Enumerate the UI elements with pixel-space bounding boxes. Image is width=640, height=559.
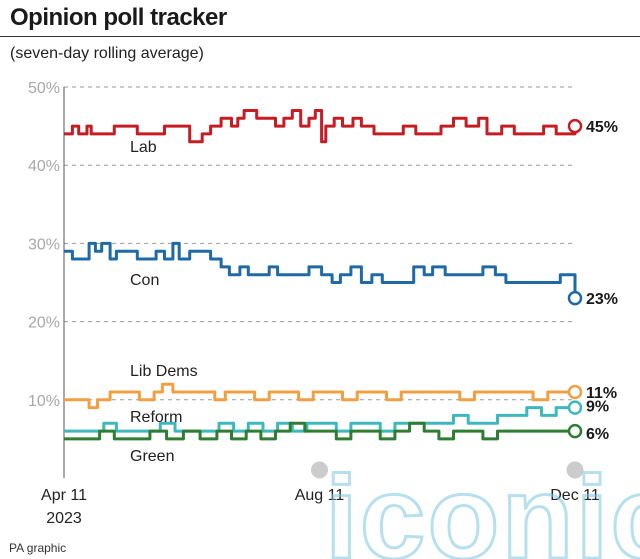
series-name-label: Reform bbox=[130, 409, 182, 426]
iconic-watermark: iconic bbox=[325, 466, 640, 559]
x-tick-marker bbox=[311, 461, 328, 479]
x-tick-marker bbox=[566, 461, 584, 479]
series-end-marker bbox=[567, 290, 583, 306]
series-line-green bbox=[64, 421, 575, 441]
chart-title: Opinion poll tracker bbox=[10, 4, 227, 31]
series-end-value: 9% bbox=[586, 399, 609, 416]
series-end-value: 23% bbox=[586, 291, 618, 308]
series-end-marker bbox=[567, 423, 583, 439]
series-name-label: Con bbox=[130, 272, 159, 289]
series-end-value: 45% bbox=[586, 119, 618, 136]
series-labels: 45% Lab 23% Con 11% Lib Dems 9% Reform 6% Green bbox=[130, 119, 618, 465]
series-line-lib-dems bbox=[64, 382, 575, 410]
series-line-con bbox=[64, 241, 577, 299]
y-tick-label: 40% bbox=[28, 158, 60, 175]
title-divider bbox=[0, 36, 640, 37]
series-lines bbox=[64, 109, 583, 441]
series-end-value: 11% bbox=[586, 385, 617, 402]
series-end-marker bbox=[567, 384, 583, 400]
x-axis: Apr 11 2023 Aug 11 Dec 11 bbox=[41, 461, 600, 527]
series-end-value: 6% bbox=[586, 426, 609, 443]
source-credit: PA graphic bbox=[9, 541, 67, 555]
series-end-marker bbox=[567, 400, 583, 415]
x-tick-label: 2023 bbox=[46, 510, 82, 527]
y-tick-label: 20% bbox=[28, 315, 60, 332]
x-tick-label: Dec 11 bbox=[550, 487, 600, 504]
series-line-lab bbox=[64, 109, 577, 144]
series-line-reform bbox=[64, 406, 575, 433]
y-tick-label: 50% bbox=[28, 80, 60, 97]
gridlines bbox=[63, 86, 575, 478]
series-name-label: Lib Dems bbox=[130, 363, 198, 380]
x-tick-label: Aug 11 bbox=[295, 487, 345, 504]
chart-subtitle: (seven-day rolling average) bbox=[10, 45, 204, 62]
x-tick-label: Apr 11 bbox=[41, 487, 87, 504]
y-tick-label: 30% bbox=[28, 236, 60, 253]
watermark-text: iconic bbox=[325, 466, 640, 559]
series-name-label: Green bbox=[130, 448, 174, 465]
y-tick-label: 10% bbox=[28, 393, 60, 410]
series-end-marker bbox=[567, 118, 583, 134]
y-axis-ticks: 10% 20% 30% 40% 50% bbox=[28, 80, 60, 410]
series-name-label: Lab bbox=[130, 139, 157, 156]
